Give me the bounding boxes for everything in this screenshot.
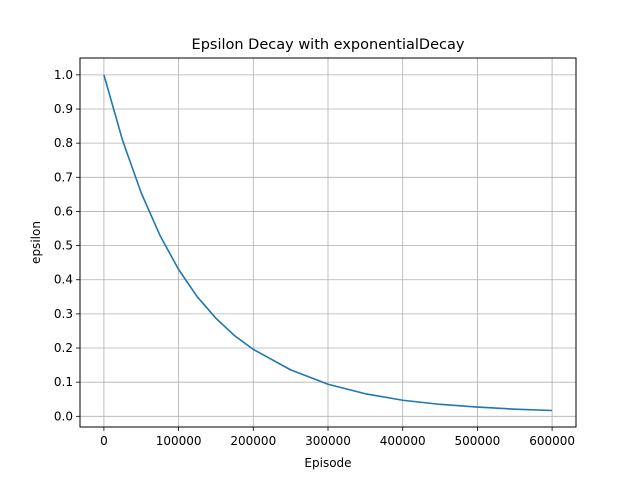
y-tick-label: 0.2 [54, 341, 73, 355]
y-tick-label: 0.1 [54, 375, 73, 389]
y-tick-label: 0.3 [54, 307, 73, 321]
x-tick-label: 400000 [380, 434, 426, 448]
y-tick-label: 0.7 [54, 170, 73, 184]
x-tick-label: 100000 [156, 434, 202, 448]
x-tick-label: 500000 [454, 434, 500, 448]
x-axis-ticks: 0 100000 200000 300000 400000 500000 600000 [100, 427, 575, 448]
epsilon-series-line [103, 74, 553, 412]
y-tick-label: 0.0 [54, 409, 73, 423]
grid-lines [80, 58, 576, 427]
y-axis-label: epsilon [29, 221, 43, 264]
y-axis-ticks: 0.0 0.1 0.2 0.3 0.4 0.5 0.6 0.7 0.8 0.9 1.0 [54, 68, 80, 423]
y-tick-label: 0.5 [54, 239, 73, 253]
y-tick-label: 0.6 [54, 204, 73, 218]
x-tick-label: 200000 [230, 434, 276, 448]
x-tick-label: 0 [100, 434, 108, 448]
x-axis-label: Episode [304, 456, 351, 470]
x-tick-label: 300000 [305, 434, 351, 448]
y-tick-label: 0.8 [54, 136, 73, 150]
y-tick-label: 0.4 [54, 273, 73, 287]
chart-title: Epsilon Decay with exponentialDecay [192, 37, 465, 53]
y-tick-label: 0.9 [54, 102, 73, 116]
x-tick-label: 600000 [529, 434, 575, 448]
series-layer [103, 74, 553, 412]
y-tick-label: 1.0 [54, 68, 73, 82]
